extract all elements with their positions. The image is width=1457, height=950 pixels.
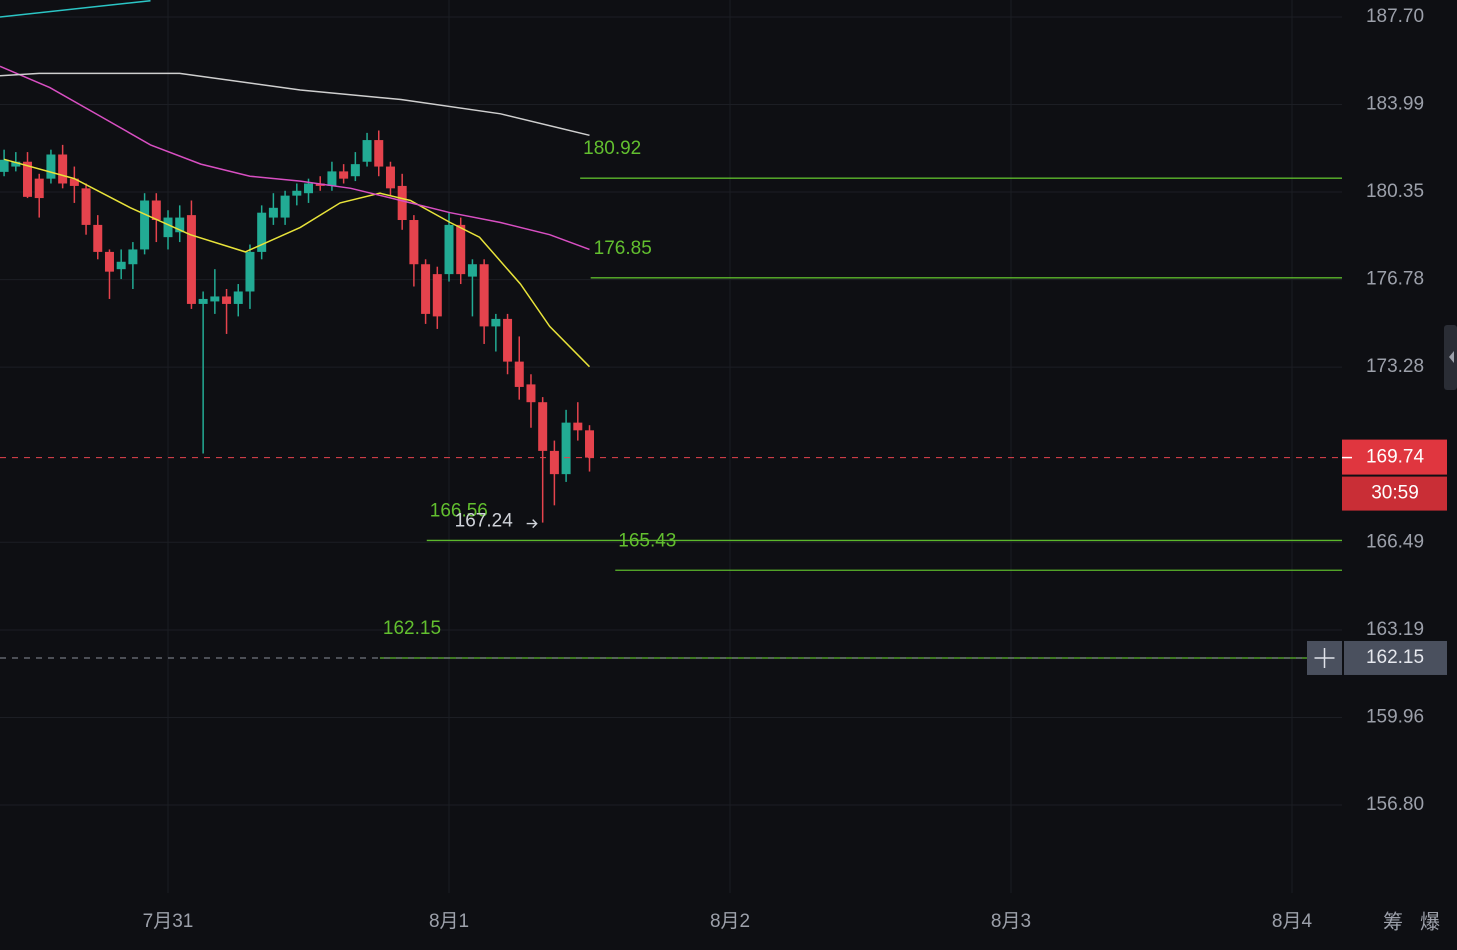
y-tick-label: 176.78 bbox=[1366, 269, 1424, 290]
moving-average-line bbox=[0, 0, 151, 18]
level-label: 180.92 bbox=[583, 138, 641, 159]
side-button[interactable]: 筹 bbox=[1383, 910, 1403, 933]
moving-average-line bbox=[0, 72, 590, 137]
level-label: 165.43 bbox=[618, 530, 676, 551]
candle-body bbox=[292, 190, 302, 196]
x-tick-label: 8月4 bbox=[1272, 911, 1313, 932]
candle-body bbox=[280, 195, 290, 218]
candle-body bbox=[23, 161, 33, 197]
candle-body bbox=[479, 264, 489, 327]
level-label: 176.85 bbox=[594, 238, 652, 259]
candle-body bbox=[514, 361, 524, 387]
side-button[interactable]: 爆 bbox=[1420, 910, 1440, 933]
candle-body bbox=[0, 159, 9, 172]
candle-body bbox=[46, 154, 56, 179]
candle-body bbox=[175, 217, 185, 233]
moving-average-line bbox=[0, 65, 590, 251]
candle-body bbox=[116, 261, 126, 270]
toggle-arrow bbox=[1449, 351, 1454, 363]
candle-body bbox=[467, 264, 477, 277]
candle-body bbox=[151, 200, 161, 221]
candle-body bbox=[315, 183, 325, 186]
candle-body bbox=[456, 224, 466, 275]
y-tick-label: 183.99 bbox=[1366, 93, 1424, 114]
candle-body bbox=[538, 402, 548, 451]
candle-body bbox=[104, 251, 114, 272]
plus-icon bbox=[1314, 647, 1335, 668]
candle-body bbox=[233, 291, 243, 304]
low-marker-arrow bbox=[526, 519, 538, 529]
x-tick-label: 8月1 bbox=[429, 911, 469, 932]
last-price-box bbox=[1342, 439, 1447, 475]
y-tick-label: 156.80 bbox=[1366, 794, 1424, 815]
candle-body bbox=[93, 224, 103, 252]
candle-body bbox=[163, 217, 173, 238]
moving-average-line bbox=[3, 158, 591, 368]
y-tick-label: 187.70 bbox=[1366, 6, 1424, 27]
candle-body bbox=[549, 450, 559, 475]
y-tick-label: 163.19 bbox=[1366, 619, 1424, 640]
candle-body bbox=[268, 207, 278, 218]
candle-body bbox=[573, 422, 583, 431]
candle-body bbox=[257, 212, 267, 252]
candle-body bbox=[222, 296, 232, 304]
candle-body bbox=[421, 264, 431, 314]
candle-body bbox=[140, 200, 150, 250]
candle-body bbox=[81, 188, 91, 225]
x-tick-label: 8月2 bbox=[710, 911, 750, 932]
low-marker-label: 167.24 bbox=[455, 511, 514, 532]
candle-body bbox=[503, 318, 513, 362]
candle-body bbox=[245, 251, 255, 292]
crosshair-price-label: 162.15 bbox=[1366, 647, 1424, 668]
candle-body bbox=[444, 224, 454, 275]
level-label: 162.15 bbox=[383, 618, 441, 639]
x-tick-label: 8月3 bbox=[991, 911, 1031, 932]
candle-body bbox=[362, 140, 372, 162]
countdown-box bbox=[1342, 476, 1447, 511]
candle-body bbox=[432, 274, 442, 317]
level-label: 166.56 bbox=[430, 500, 488, 521]
candle-body bbox=[339, 171, 349, 179]
candle-body bbox=[385, 166, 395, 189]
y-tick-label: 166.49 bbox=[1366, 531, 1424, 552]
candle-body bbox=[58, 154, 68, 184]
candle-body bbox=[69, 178, 79, 186]
candle-body bbox=[397, 185, 407, 221]
candle-body bbox=[350, 164, 360, 177]
last-price-label: 169.74 bbox=[1366, 447, 1425, 468]
candle-body bbox=[327, 171, 337, 186]
candle-body bbox=[11, 161, 21, 167]
y-tick-label: 159.96 bbox=[1366, 707, 1424, 728]
candle-body bbox=[561, 422, 571, 475]
countdown-label: 30:59 bbox=[1371, 483, 1419, 504]
candle-body bbox=[491, 318, 501, 327]
candle-body bbox=[210, 296, 220, 302]
candle-body bbox=[374, 140, 384, 167]
y-tick-label: 180.35 bbox=[1366, 181, 1424, 202]
candle-body bbox=[304, 183, 314, 194]
candle-body bbox=[409, 220, 419, 265]
candle-body bbox=[526, 384, 536, 403]
candle-body bbox=[198, 298, 208, 304]
candle-body bbox=[186, 215, 196, 304]
x-tick-label: 7月31 bbox=[143, 911, 194, 932]
candle-body bbox=[585, 430, 595, 458]
y-tick-label: 173.28 bbox=[1366, 356, 1424, 377]
candle-body bbox=[128, 249, 138, 265]
candle-body bbox=[34, 178, 44, 199]
crosshair-price-box bbox=[1344, 640, 1447, 675]
